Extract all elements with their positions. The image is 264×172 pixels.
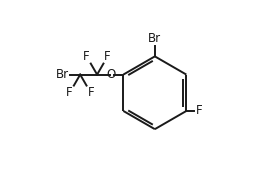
Text: F: F: [104, 50, 111, 63]
Text: O: O: [107, 68, 116, 81]
Text: F: F: [87, 86, 94, 99]
Text: F: F: [83, 50, 90, 63]
Text: Br: Br: [148, 32, 161, 45]
Text: Br: Br: [56, 68, 69, 81]
Text: F: F: [66, 86, 73, 99]
Text: F: F: [196, 104, 202, 117]
